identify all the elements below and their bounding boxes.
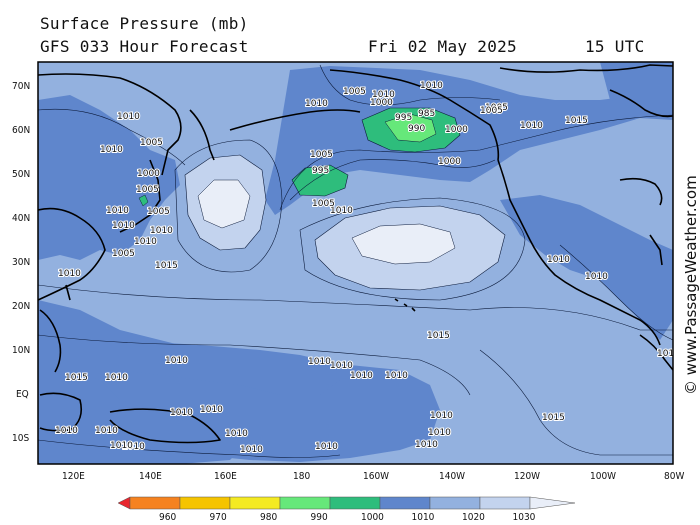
isobar-value: 1010 bbox=[112, 221, 135, 231]
isobar-value: 1005 bbox=[480, 106, 503, 116]
isobar-value: 1010 bbox=[305, 99, 328, 109]
isobar-value: 1005 bbox=[136, 185, 159, 195]
isobar-value: 1015 bbox=[155, 261, 178, 271]
legend-arrow-low bbox=[118, 497, 130, 509]
pressure-legend-labels: 960 970 980 990 1000 1010 1020 1030 bbox=[159, 512, 536, 523]
isobar-value: 1010 bbox=[170, 408, 193, 418]
isobar-value: 1010 bbox=[415, 440, 438, 450]
lat-label: 70N bbox=[12, 81, 30, 92]
lat-label: 10S bbox=[12, 433, 29, 444]
legend-swatch bbox=[280, 497, 330, 509]
isobar-value: 1010 bbox=[55, 426, 78, 436]
isobar-value: 1000 bbox=[137, 169, 160, 179]
lon-label: 100W bbox=[590, 471, 616, 482]
isobar-value: 1015 bbox=[565, 116, 588, 126]
isobar-value: 995 bbox=[395, 113, 412, 123]
longitude-axis: 120E 140E 160E 180 160W 140W 120W 100W 8… bbox=[62, 471, 684, 482]
isobar-value: 1010 bbox=[585, 272, 608, 282]
isobar-value: 1010 bbox=[547, 255, 570, 265]
legend-swatch bbox=[480, 497, 530, 509]
isobar-value: 1005 bbox=[343, 87, 366, 97]
legend-swatch bbox=[130, 497, 180, 509]
isobar-value: 1015 bbox=[657, 349, 680, 359]
lat-label: 30N bbox=[12, 257, 30, 268]
isobar-value: 985 bbox=[418, 109, 435, 119]
pressure-legend bbox=[118, 497, 575, 509]
isobar-value: 1010 bbox=[420, 81, 443, 91]
latitude-axis: 70N 60N 50N 40N 30N 20N 10N EQ 10S bbox=[12, 81, 30, 444]
isobar-value: 1010 bbox=[240, 445, 263, 455]
isobar-value: 1010 bbox=[520, 121, 543, 131]
lon-label: 80W bbox=[664, 471, 684, 482]
isobar-value: 1010 bbox=[330, 361, 353, 371]
legend-value: 970 bbox=[210, 512, 227, 523]
isobar-value: 1010 bbox=[430, 411, 453, 421]
lat-label: 60N bbox=[12, 125, 30, 136]
isobar-value: 1005 bbox=[310, 150, 333, 160]
isobar-value: 1010 bbox=[385, 371, 408, 381]
legend-value: 1030 bbox=[513, 512, 536, 523]
legend-value: 980 bbox=[260, 512, 277, 523]
isobar-value: 1010 bbox=[105, 373, 128, 383]
isobar-value: 1010 bbox=[150, 226, 173, 236]
lon-label: 140E bbox=[139, 471, 162, 482]
lon-label: 160E bbox=[214, 471, 237, 482]
isobar-value: 1000 bbox=[370, 98, 393, 108]
isobar-value: 1010 bbox=[225, 429, 248, 439]
isobar-value: 1005 bbox=[312, 199, 335, 209]
legend-swatch bbox=[380, 497, 430, 509]
isobar-value: 1005 bbox=[112, 249, 135, 259]
legend-value: 960 bbox=[159, 512, 176, 523]
isobar-value: 1015 bbox=[65, 373, 88, 383]
isobar-value: 1010 bbox=[308, 357, 331, 367]
lon-label: 140W bbox=[439, 471, 465, 482]
isobar-value: 1010 bbox=[117, 112, 140, 122]
legend-value: 990 bbox=[311, 512, 328, 523]
isobar-value: 1015 bbox=[427, 331, 450, 341]
lon-label: 120E bbox=[62, 471, 85, 482]
legend-value: 1010 bbox=[412, 512, 435, 523]
lat-label: 40N bbox=[12, 213, 30, 224]
isobar-value: 1010 bbox=[200, 405, 223, 415]
isobar-value: 1010 bbox=[428, 428, 451, 438]
lat-label: 50N bbox=[12, 169, 30, 180]
site-credit: © www.PassageWeather.com bbox=[682, 175, 700, 395]
isobar-value: 1010 bbox=[315, 442, 338, 452]
isobar-value: 1010 bbox=[58, 269, 81, 279]
isobar-value: 1005 bbox=[140, 138, 163, 148]
isobar-value: 995 bbox=[312, 166, 329, 176]
isobar-value: 1010 bbox=[165, 356, 188, 366]
isobar-value: 1010 bbox=[95, 426, 118, 436]
isobar-value: 1010 bbox=[134, 237, 157, 247]
isobar-value: 1010 bbox=[100, 145, 123, 155]
isobar-value: 1000 bbox=[438, 157, 461, 167]
isobar-value: 1010 bbox=[350, 371, 373, 381]
isobar-value: 990 bbox=[408, 124, 425, 134]
isobar-value: 1005 bbox=[147, 207, 170, 217]
legend-swatch bbox=[330, 497, 380, 509]
isobar-value: 1000 bbox=[445, 125, 468, 135]
legend-value: 1020 bbox=[462, 512, 485, 523]
lat-label: EQ bbox=[16, 389, 29, 400]
legend-swatch bbox=[180, 497, 230, 509]
legend-swatch bbox=[230, 497, 280, 509]
lon-label: 120W bbox=[514, 471, 540, 482]
isobar-value: 1010 bbox=[110, 441, 133, 451]
legend-swatch bbox=[430, 497, 480, 509]
lon-label: 160W bbox=[363, 471, 389, 482]
lat-label: 10N bbox=[12, 345, 30, 356]
isobar-value: 1010 bbox=[106, 206, 129, 216]
legend-arrow-high bbox=[530, 497, 575, 509]
legend-value: 1000 bbox=[361, 512, 384, 523]
lat-label: 20N bbox=[12, 301, 30, 312]
lon-label: 180 bbox=[293, 471, 310, 482]
isobar-value: 1015 bbox=[542, 413, 565, 423]
